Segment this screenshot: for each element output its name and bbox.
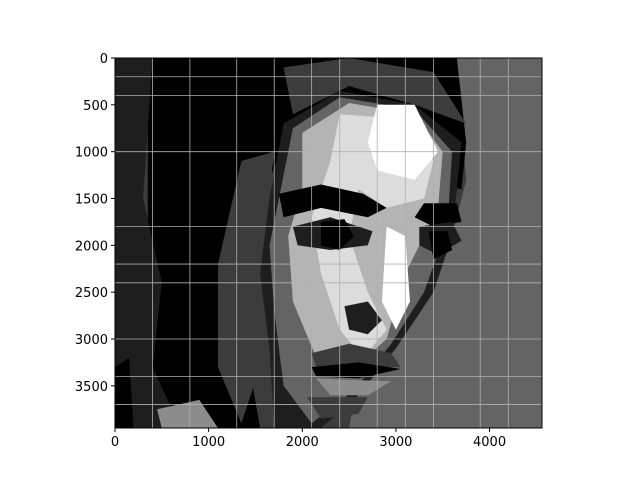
image-region-hair-mid	[218, 151, 275, 424]
image-region-forehead-highlight	[367, 104, 439, 180]
image-region-right-eyebrow	[414, 203, 462, 227]
image-region-hair-top	[283, 58, 467, 124]
x-tick-label-2: 2000	[286, 435, 319, 450]
y-tick-label-4: 2000	[75, 239, 108, 254]
image-region-right-eye-iris	[428, 231, 453, 260]
y-axis: 0 500 1000 1500 2000 2500 3000 3500	[75, 52, 115, 395]
image-region-nose-highlight	[381, 226, 410, 330]
image-region-chin-shadow	[307, 397, 368, 419]
image-region-nostril-shadow	[344, 301, 382, 335]
image-region-hair-left-shade	[115, 58, 181, 428]
image-region-background-right	[349, 58, 542, 428]
x-tick-label-4: 4000	[473, 435, 506, 450]
y-tick-label-5: 2500	[75, 286, 108, 301]
y-tick-label-1: 500	[83, 99, 108, 114]
image-layer	[115, 58, 542, 428]
grid-lines	[115, 58, 542, 428]
y-tick-label-6: 3000	[75, 333, 108, 348]
plot-frame	[114, 57, 543, 429]
x-tick-label-0: 0	[111, 435, 119, 450]
y-tick-label-3: 1500	[75, 193, 108, 208]
image-region-chin-hair-glint	[157, 399, 218, 428]
x-tick-label-1: 1000	[192, 435, 225, 450]
image-region-left-eyebrow	[278, 184, 387, 218]
y-tick-label-2: 1000	[75, 146, 108, 161]
y-tick-label-0: 0	[100, 52, 108, 67]
image-region-lower-lip	[316, 378, 392, 396]
image-region-left-edge-dark	[115, 357, 134, 428]
image-region-upper-lip	[311, 343, 401, 368]
image-region-mouth-line	[311, 362, 401, 379]
y-tick-label-7: 3500	[75, 380, 108, 395]
x-axis: 0 1000 2000 3000 4000	[111, 428, 506, 450]
x-tick-label-3: 3000	[379, 435, 412, 450]
